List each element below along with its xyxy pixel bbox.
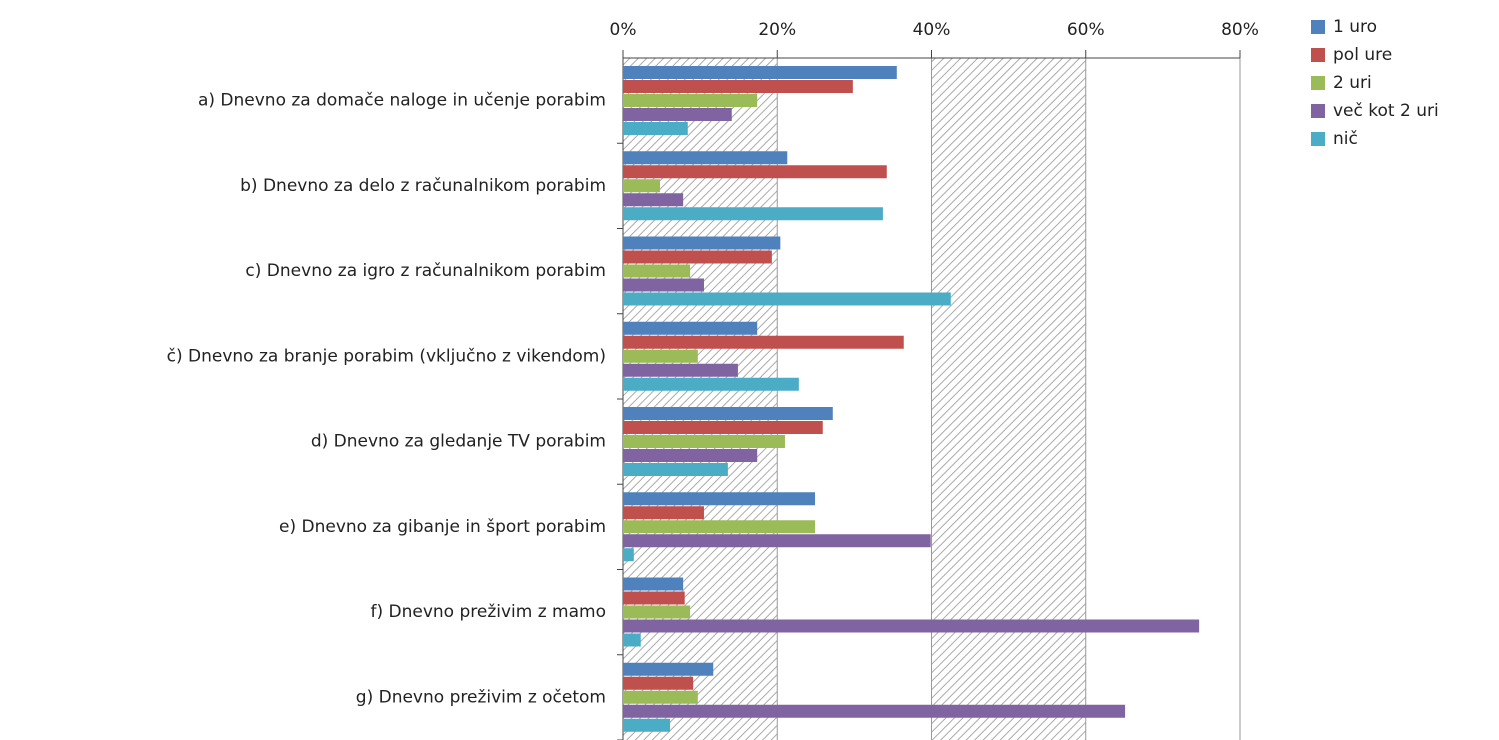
- bar: [623, 633, 641, 647]
- bar: [623, 605, 691, 619]
- legend-swatch: [1311, 48, 1325, 62]
- x-tick-label: 40%: [913, 20, 951, 40]
- bar: [623, 80, 853, 93]
- bar: [623, 577, 684, 591]
- legend-label: pol ure: [1333, 45, 1392, 65]
- bar: [623, 207, 883, 221]
- bar: [623, 94, 758, 107]
- bar: [623, 591, 685, 605]
- y-tick-label: d) Dnevno za gledanje TV porabim: [311, 432, 606, 452]
- bar: [623, 435, 785, 448]
- bar: [623, 377, 799, 391]
- bar: [623, 292, 951, 306]
- bar: [623, 619, 1200, 633]
- legend-swatch: [1311, 104, 1325, 118]
- bar: [623, 278, 704, 292]
- bar: [623, 66, 897, 79]
- bar: [623, 108, 732, 121]
- y-tick-label: a) Dnevno za domače naloge in učenje por…: [198, 91, 606, 111]
- bar: [623, 492, 816, 506]
- bar: [623, 506, 704, 520]
- bar: [623, 548, 634, 562]
- legend-label: 2 uri: [1333, 73, 1372, 93]
- bar: [623, 690, 698, 704]
- bar: [623, 151, 788, 165]
- legend-swatch: [1311, 76, 1325, 90]
- plot-band: [931, 58, 1086, 740]
- x-tick-label: 20%: [758, 20, 796, 40]
- bar: [623, 264, 691, 278]
- bar: [623, 421, 823, 434]
- bar: [623, 363, 738, 377]
- legend-label: nič: [1333, 129, 1358, 149]
- bar: [623, 193, 684, 207]
- bar: [623, 165, 887, 179]
- bar: [623, 250, 772, 264]
- y-tick-label: c) Dnevno za igro z računalnikom porabim: [245, 261, 606, 281]
- bar: [623, 321, 758, 335]
- x-tick-label: 60%: [1067, 20, 1105, 40]
- x-tick-label: 80%: [1221, 20, 1259, 40]
- bar: [623, 676, 694, 690]
- bar: [623, 122, 688, 135]
- bar: [623, 534, 931, 548]
- legend-swatch: [1311, 20, 1325, 34]
- y-tick-label: č) Dnevno za branje porabim (vključno z …: [167, 346, 606, 366]
- y-tick-label: b) Dnevno za delo z računalnikom porabim: [240, 176, 606, 196]
- bar: [623, 407, 833, 420]
- bar: [623, 349, 698, 363]
- bar: [623, 335, 904, 349]
- y-tick-label: g) Dnevno preživim z očetom: [356, 687, 606, 707]
- bar: [623, 718, 671, 732]
- legend-label: več kot 2 uri: [1333, 101, 1439, 121]
- y-tick-label: e) Dnevno za gibanje in šport porabim: [279, 517, 606, 537]
- bar: [623, 520, 816, 534]
- bar: [623, 179, 661, 193]
- bar: [623, 662, 714, 676]
- legend-swatch: [1311, 132, 1325, 146]
- x-tick-label: 0%: [610, 20, 637, 40]
- bar: [623, 236, 781, 250]
- bar: [623, 463, 728, 476]
- bar: [623, 449, 758, 462]
- legend-label: 1 uro: [1333, 17, 1377, 37]
- bar: [623, 704, 1126, 718]
- y-tick-label: f) Dnevno preživim z mamo: [370, 602, 606, 622]
